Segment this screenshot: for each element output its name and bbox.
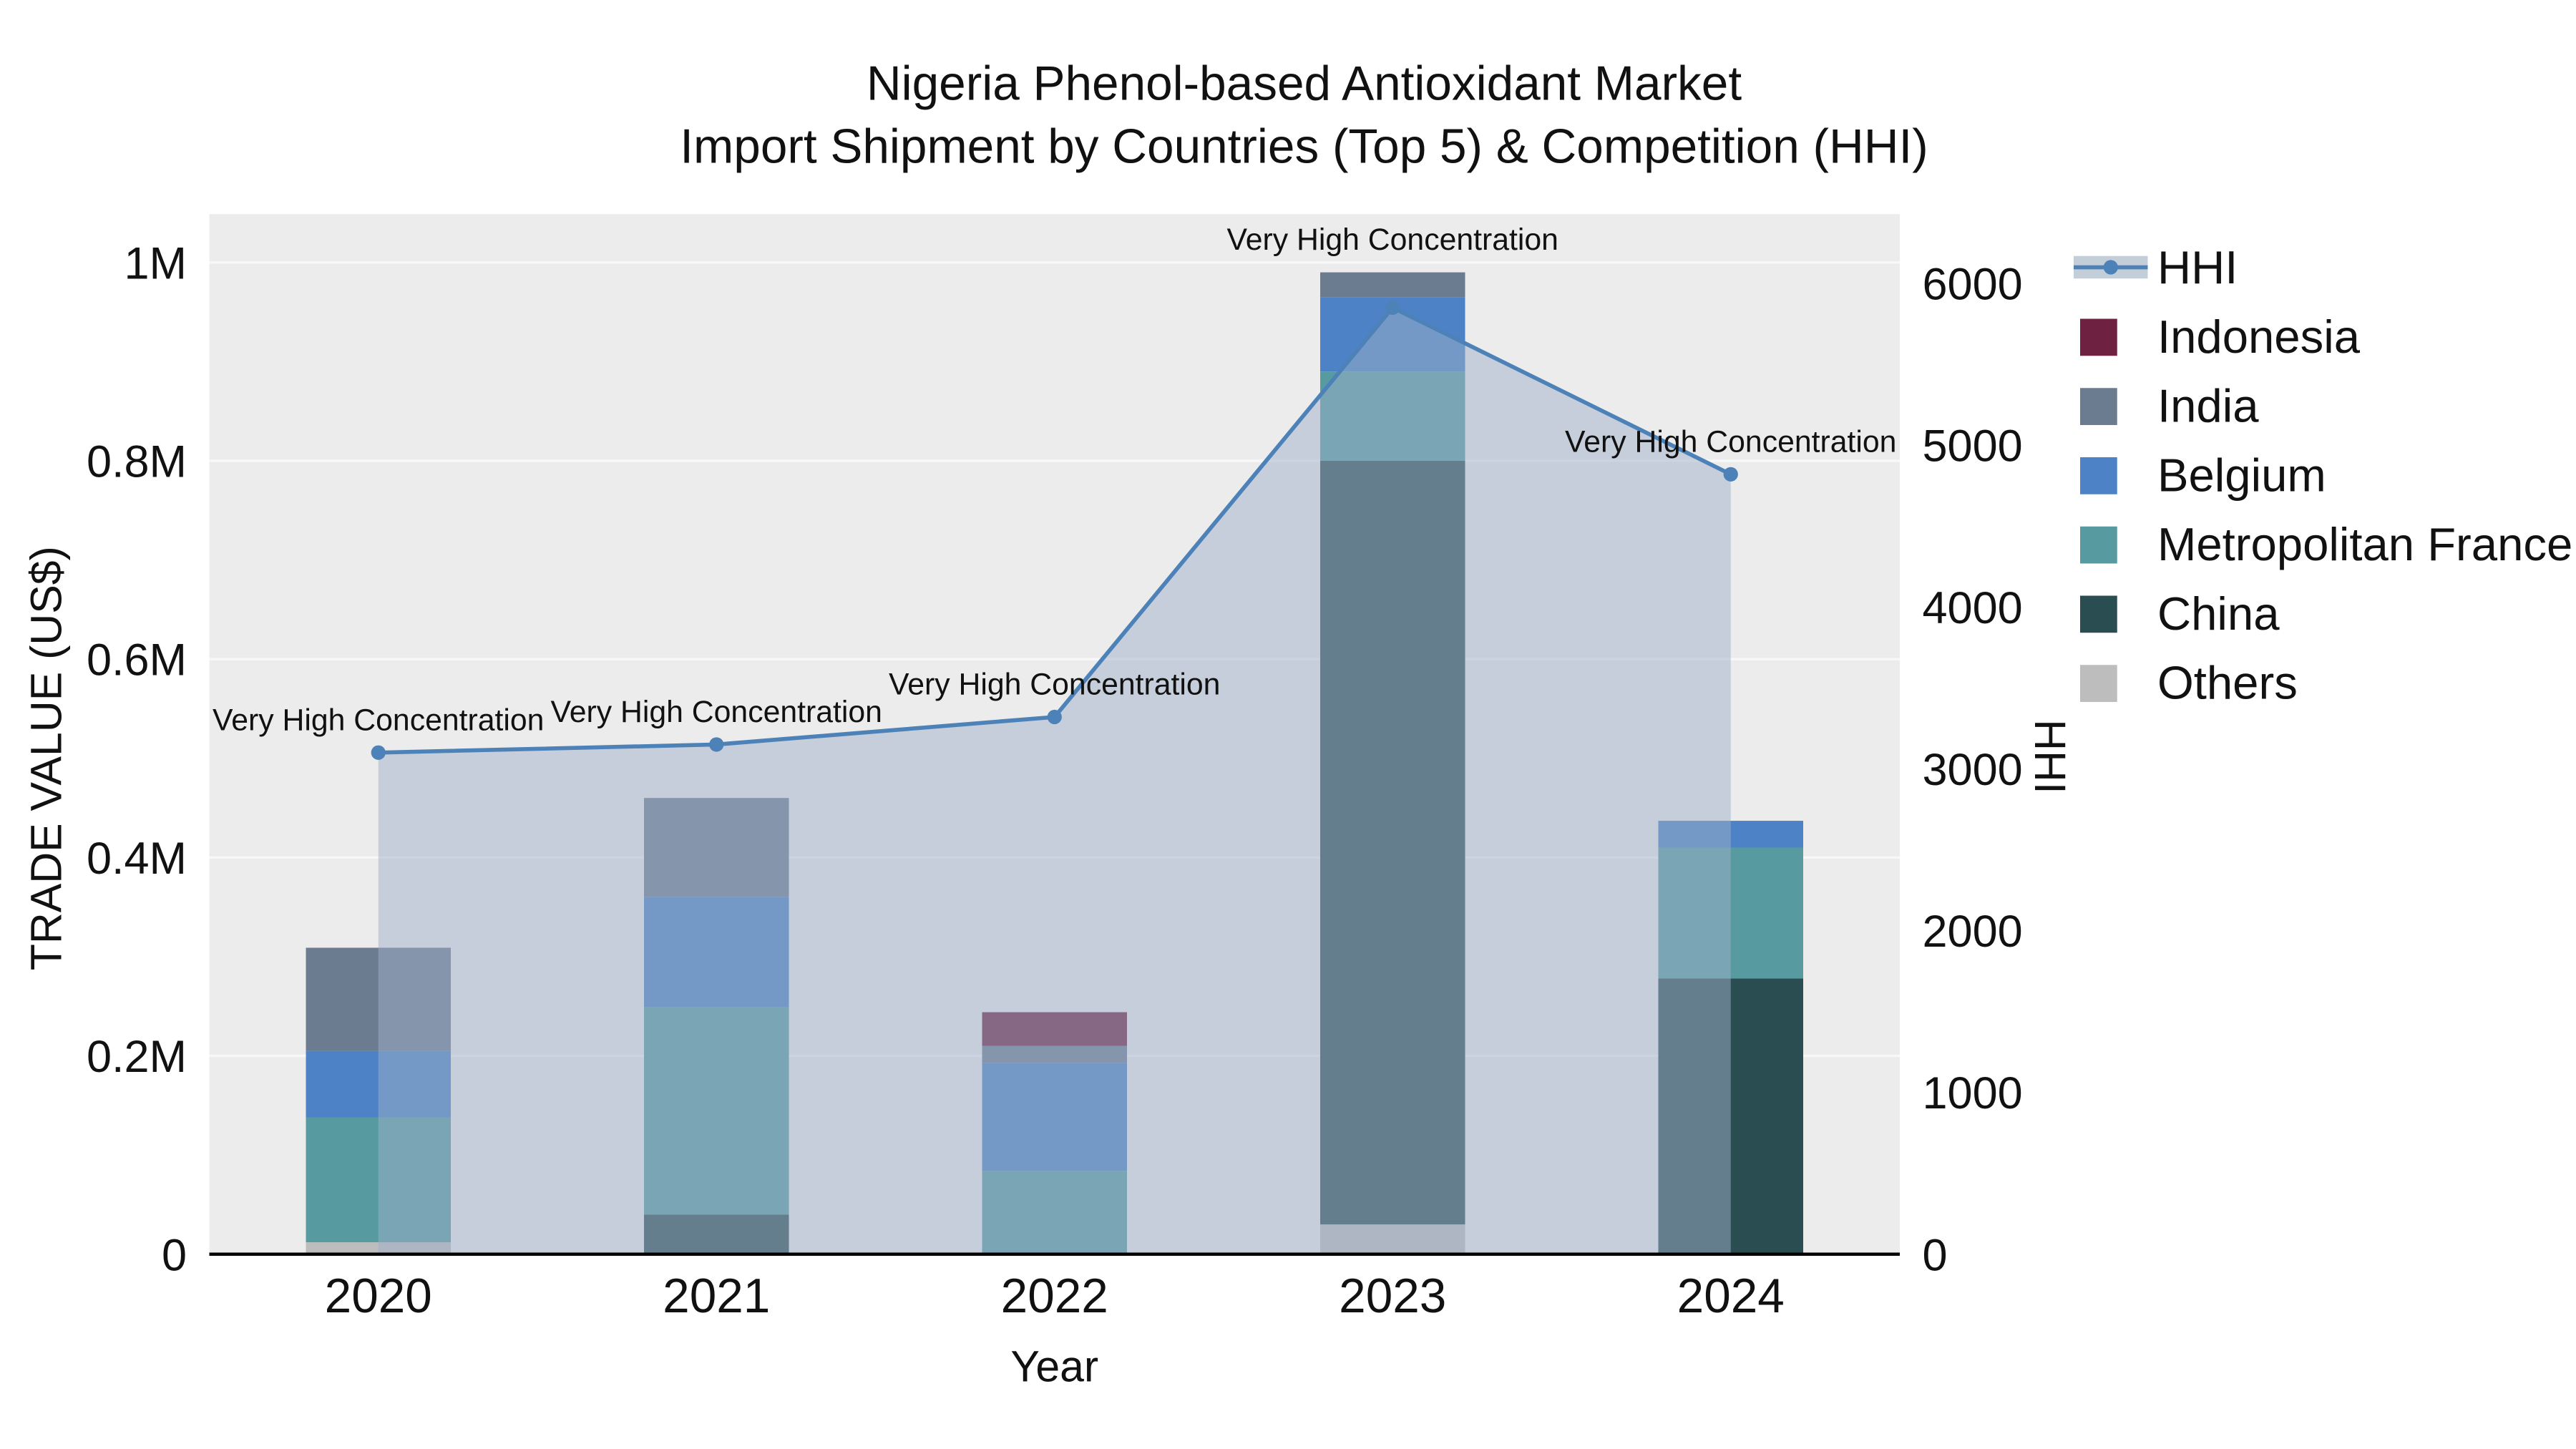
left-tick-0.4M: 0.4M: [87, 834, 187, 884]
x-tick-2023: 2023: [1339, 1269, 1446, 1323]
right-tick-4000: 4000: [1923, 583, 2023, 633]
legend-swatch-china: [2080, 595, 2117, 633]
legend-label-indonesia: Indonesia: [2157, 311, 2361, 363]
plot-group: Very High Concentration Very High Concent…: [87, 214, 2023, 1323]
hhi-marker-2020: [371, 745, 386, 760]
hhi-marker-2022: [1047, 709, 1062, 725]
legend-label-hhi: HHI: [2157, 241, 2238, 293]
right-tick-1000: 1000: [1923, 1068, 2023, 1118]
chart-title-line2: Import Shipment by Countries (Top 5) & C…: [680, 119, 1928, 173]
legend-swatch-others: [2080, 665, 2117, 702]
right-axis-title: HHI: [2026, 719, 2074, 794]
right-tick-3000: 3000: [1923, 745, 2023, 795]
legend-item-china[interactable]: China: [2080, 587, 2280, 640]
legend-label-india: India: [2157, 380, 2259, 432]
right-tick-0: 0: [1923, 1230, 1948, 1280]
right-tick-5000: 5000: [1923, 421, 2023, 472]
legend-item-others[interactable]: Others: [2080, 657, 2298, 709]
legend-item-india[interactable]: India: [2080, 380, 2259, 432]
hhi-marker-2021: [709, 737, 724, 752]
annotation-2024: Very High Concentration: [1565, 424, 1896, 459]
legend-label-others: Others: [2157, 657, 2298, 709]
bar-segment-india-2023: [1320, 272, 1465, 298]
x-tick-2020: 2020: [325, 1269, 432, 1323]
x-tick-2021: 2021: [663, 1269, 770, 1323]
legend-item-metropolitan-france[interactable]: Metropolitan France: [2080, 518, 2572, 570]
legend-label-belgium: Belgium: [2157, 449, 2326, 501]
left-tick-0.2M: 0.2M: [87, 1032, 187, 1082]
legend-swatch-belgium: [2080, 457, 2117, 494]
legend-item-hhi[interactable]: HHI: [2074, 241, 2238, 293]
left-tick-0.8M: 0.8M: [87, 436, 187, 487]
x-axis-title: Year: [1010, 1342, 1098, 1391]
right-tick-2000: 2000: [1923, 907, 2023, 957]
legend-swatch-metropolitan-france: [2080, 526, 2117, 564]
left-tick-0: 0: [162, 1230, 187, 1280]
legend-label-metropolitan-france: Metropolitan France: [2157, 518, 2572, 570]
annotation-2023: Very High Concentration: [1227, 223, 1558, 257]
left-tick-1M: 1M: [124, 238, 187, 288]
legend-swatch-indonesia: [2080, 318, 2117, 356]
legend: HHI Indonesia India Belgium Metropolitan Fra…: [2074, 241, 2572, 709]
left-tick-0.6M: 0.6M: [87, 635, 187, 686]
left-axis-title: TRADE VALUE (US$): [22, 546, 71, 970]
legend-item-belgium[interactable]: Belgium: [2080, 449, 2326, 501]
right-tick-6000: 6000: [1923, 260, 2023, 310]
annotation-2021: Very High Concentration: [551, 695, 882, 729]
annotation-2020: Very High Concentration: [213, 703, 544, 737]
legend-hhi-marker: [2103, 260, 2118, 275]
x-tick-2024: 2024: [1677, 1269, 1785, 1323]
legend-swatch-india: [2080, 388, 2117, 425]
hhi-area: [378, 307, 1731, 1254]
hhi-marker-2024: [1723, 467, 1738, 482]
x-tick-2022: 2022: [1001, 1269, 1108, 1323]
chart-title-line1: Nigeria Phenol-based Antioxidant Market: [867, 57, 1742, 111]
hhi-marker-2023: [1385, 300, 1400, 316]
legend-item-indonesia[interactable]: Indonesia: [2080, 311, 2361, 363]
legend-label-china: China: [2157, 587, 2280, 640]
annotation-2022: Very High Concentration: [889, 668, 1220, 702]
